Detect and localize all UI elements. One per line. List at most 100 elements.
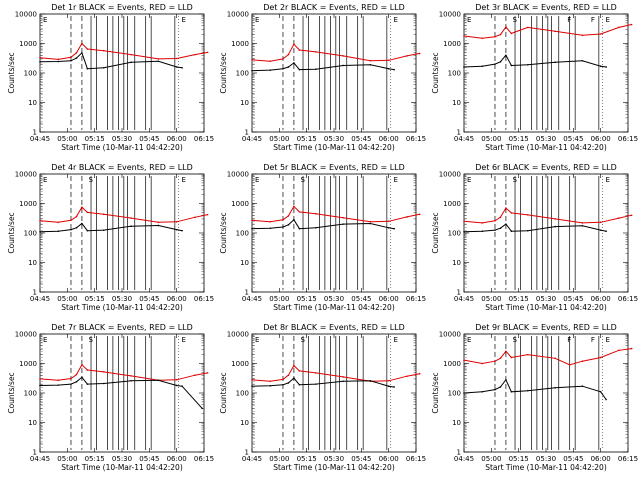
data-point xyxy=(481,65,484,68)
y-tick-label: 10 xyxy=(240,419,249,427)
x-tick-label: 05:45 xyxy=(139,135,159,143)
data-point xyxy=(86,211,89,214)
data-point xyxy=(175,57,178,60)
panel-title: Det 2r BLACK = Events, RED = LLD xyxy=(263,3,405,12)
y-axis-label: Counts/sec xyxy=(219,52,228,93)
y-axis-label: Counts/sec xyxy=(219,212,228,253)
y-tick-label: 100 xyxy=(448,390,461,398)
data-point xyxy=(251,219,253,222)
data-point xyxy=(39,378,41,380)
data-point xyxy=(630,214,633,217)
data-point xyxy=(499,227,502,230)
y-axis-label: Counts/sec xyxy=(219,372,228,413)
data-point xyxy=(494,63,496,65)
data-point xyxy=(157,60,160,63)
data-point xyxy=(505,207,507,209)
data-point xyxy=(387,379,390,382)
x-tick-label: 05:15 xyxy=(85,135,105,143)
data-point xyxy=(314,68,317,70)
y-tick-label: 1000 xyxy=(19,40,37,48)
annotation-label: S xyxy=(89,336,94,344)
data-point xyxy=(599,33,602,35)
data-point xyxy=(102,382,105,385)
y-axis-label: Counts/sec xyxy=(7,372,16,413)
events-series-line xyxy=(463,223,607,233)
detector-panel-9: Det 9r BLACK = Events, RED = LLD 04:45 05:… xyxy=(431,323,638,472)
detector-panel-6: Det 6r BLACK = Events, RED = LLD 04:45 05:… xyxy=(431,163,638,312)
y-tick-label: 100 xyxy=(448,230,461,238)
data-point xyxy=(463,220,465,223)
x-tick-label: 06:15 xyxy=(406,295,426,303)
data-point xyxy=(70,56,72,59)
data-point xyxy=(57,230,60,233)
annotation-label: E xyxy=(43,336,47,344)
plot-frame xyxy=(251,333,417,453)
data-point xyxy=(387,67,390,70)
data-point xyxy=(554,387,556,389)
x-tick-label: 04:45 xyxy=(242,295,262,303)
data-point xyxy=(57,58,60,61)
data-point xyxy=(526,353,529,356)
data-point xyxy=(269,69,272,71)
x-tick-label: 05:45 xyxy=(563,455,583,463)
y-tick-label: 1000 xyxy=(19,360,37,368)
plot-frame xyxy=(251,13,417,133)
x-tick-label: 05:00 xyxy=(269,455,289,463)
annotation-label: E xyxy=(393,336,397,344)
data-point xyxy=(181,385,183,388)
data-point xyxy=(75,227,78,229)
data-point xyxy=(387,220,390,223)
data-point xyxy=(526,26,529,29)
data-point xyxy=(342,216,344,219)
data-point xyxy=(599,390,602,393)
data-point xyxy=(75,373,78,376)
x-tick-label: 04:45 xyxy=(454,455,474,463)
y-tick-label: 100 xyxy=(24,390,37,398)
data-point xyxy=(251,59,253,61)
data-point xyxy=(605,398,607,401)
data-point xyxy=(81,222,83,225)
x-tick-label: 06:00 xyxy=(591,455,611,463)
x-tick-label: 05:15 xyxy=(85,455,105,463)
y-tick-label: 100 xyxy=(236,390,249,398)
data-point xyxy=(86,67,89,70)
y-tick-label: 10000 xyxy=(15,331,37,339)
plot-frame xyxy=(39,13,205,133)
data-point xyxy=(599,229,602,231)
x-tick-label: 06:00 xyxy=(591,295,611,303)
data-point xyxy=(526,63,529,66)
annotation-label: E xyxy=(605,336,609,344)
data-point xyxy=(494,360,496,362)
data-point xyxy=(505,379,507,381)
x-tick-label: 06:00 xyxy=(379,295,399,303)
x-tick-label: 05:15 xyxy=(297,135,317,143)
data-point xyxy=(342,376,344,378)
x-tick-label: 04:45 xyxy=(30,455,50,463)
data-point xyxy=(481,390,484,393)
data-point xyxy=(39,60,41,63)
x-tick-label: 05:30 xyxy=(536,455,556,463)
data-point xyxy=(526,214,529,216)
y-axis-label: Counts/sec xyxy=(431,52,440,93)
plot-frame xyxy=(463,333,629,453)
x-axis-label: Start Time (10-Mar-11 04:42:20) xyxy=(273,303,395,312)
plot-frame xyxy=(251,173,417,293)
detector-panel-1: Det 1r BLACK = Events, RED = LLD 04:45 05:… xyxy=(7,3,214,152)
data-point xyxy=(526,229,529,232)
data-point xyxy=(369,220,372,223)
x-tick-label: 05:00 xyxy=(269,135,289,143)
data-point xyxy=(293,364,295,367)
data-point xyxy=(618,217,620,219)
data-point xyxy=(157,221,160,224)
data-point xyxy=(269,220,272,223)
data-point xyxy=(293,377,295,379)
data-point xyxy=(75,380,78,383)
annotation-label: E xyxy=(393,176,397,184)
panel-title: Det 7r BLACK = Events, RED = LLD xyxy=(51,323,193,332)
data-point xyxy=(70,59,72,62)
data-point xyxy=(293,62,295,64)
data-point xyxy=(206,213,209,216)
data-point xyxy=(181,67,183,69)
data-point xyxy=(39,56,41,59)
